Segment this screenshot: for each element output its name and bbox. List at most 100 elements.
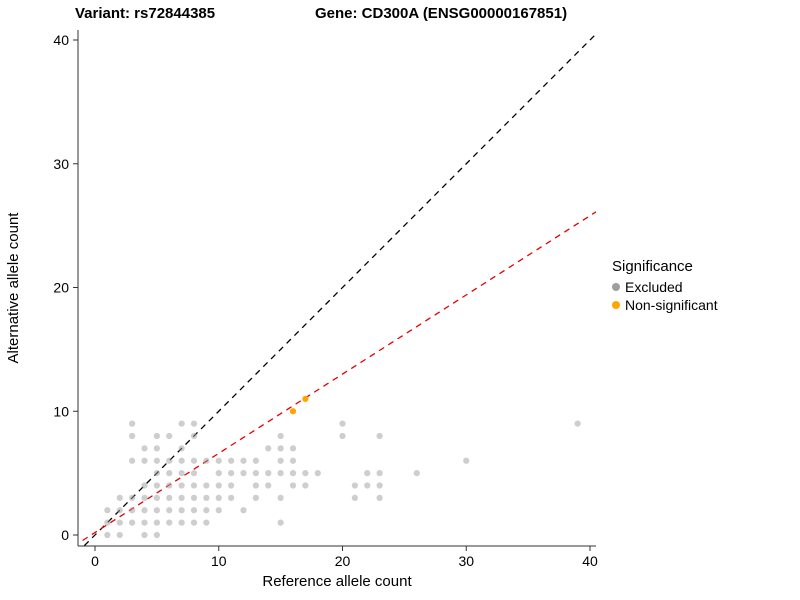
y-tick-label: 10	[53, 403, 69, 419]
y-tick-label: 40	[53, 32, 69, 48]
x-tick-label: 20	[335, 553, 351, 569]
scatter-point-excluded	[141, 457, 148, 464]
scatter-point-excluded	[178, 470, 185, 477]
scatter-point-excluded	[190, 470, 198, 477]
scatter-point-excluded	[289, 457, 297, 464]
scatter-point-excluded	[215, 457, 222, 464]
legend-label-excluded: Excluded	[625, 279, 683, 295]
y-tick-label: 30	[53, 156, 69, 172]
scatter-point-excluded	[178, 457, 185, 464]
scatter-point-excluded	[314, 470, 321, 477]
x-tick-label: 10	[211, 553, 227, 569]
scatter-point-excluded	[153, 457, 160, 464]
scatter-point-excluded	[240, 457, 247, 464]
scatter-point-excluded	[141, 507, 148, 514]
scatter-point-excluded	[252, 494, 259, 501]
scatter-point-excluded	[166, 482, 173, 489]
scatter-point-excluded	[116, 519, 123, 526]
scatter-point-excluded	[141, 445, 148, 452]
scatter-point-excluded	[277, 519, 284, 526]
scatter-point-excluded	[240, 470, 247, 477]
scatter-point-excluded	[265, 482, 272, 489]
scatter-point-excluded	[153, 507, 160, 514]
scatter-point-excluded	[104, 519, 111, 526]
reference-lines-layer	[78, 33, 596, 546]
scatter-point-excluded	[277, 457, 284, 464]
scatter-point-excluded	[141, 482, 148, 489]
scatter-point-excluded	[265, 445, 272, 452]
scatter-point-excluded	[166, 432, 173, 440]
scatter-point-excluded	[190, 457, 198, 464]
scatter-point-excluded	[364, 470, 371, 477]
scatter-point-excluded	[153, 494, 160, 501]
scatter-point-excluded	[166, 494, 173, 501]
scatter-point-excluded	[376, 432, 383, 440]
scatter-point-non-significant	[289, 408, 297, 415]
scatter-point-excluded	[129, 507, 136, 514]
scatter-point-excluded	[178, 420, 185, 427]
regression-line	[78, 211, 596, 545]
legend-swatch-excluded-icon	[612, 283, 620, 291]
scatter-point-excluded	[203, 494, 210, 501]
scatter-point-excluded	[129, 494, 136, 501]
y-axis-title: Alternative allele count	[5, 212, 22, 364]
legend-item-non-significant: Non-significant	[612, 297, 718, 313]
x-axis-title: Reference allele count	[262, 573, 412, 590]
scatter-point-excluded	[166, 507, 173, 514]
legend: Significance Excluded Non-significant	[612, 258, 718, 315]
scatter-point-excluded	[252, 457, 259, 464]
scatter-point-excluded	[203, 519, 210, 526]
x-tick-label: 30	[458, 553, 474, 569]
scatter-point-excluded	[153, 531, 160, 539]
scatter-point-excluded	[574, 420, 581, 427]
scatter-point-excluded	[153, 482, 160, 489]
scatter-point-excluded	[153, 432, 160, 440]
axis-ticks-layer: 0 10 20 30 40 0 10 20 30 40	[53, 32, 598, 569]
scatter-point-excluded	[190, 420, 198, 427]
scatter-point-excluded	[190, 432, 198, 440]
scatter-point-excluded	[129, 457, 136, 464]
scatter-point-excluded	[178, 519, 185, 526]
y-tick-label: 20	[53, 280, 69, 296]
scatter-point-excluded	[228, 470, 235, 477]
scatter-point-excluded	[190, 482, 198, 489]
scatter-point-excluded	[116, 494, 123, 501]
scatter-point-excluded	[215, 482, 222, 489]
scatter-point-excluded	[141, 519, 148, 526]
x-tick-label: 0	[91, 553, 99, 569]
scatter-point-excluded	[178, 482, 185, 489]
identity-line	[83, 33, 596, 546]
scatter-point-excluded	[252, 470, 259, 477]
scatter-point-excluded	[104, 507, 111, 514]
scatter-point-excluded	[351, 482, 358, 489]
scatter-point-excluded	[351, 494, 358, 501]
scatter-point-excluded	[178, 507, 185, 514]
scatter-point-excluded	[203, 457, 210, 464]
scatter-point-excluded	[153, 445, 160, 452]
scatter-point-excluded	[228, 494, 235, 501]
scatter-point-excluded	[376, 482, 383, 489]
scatter-point-excluded	[178, 494, 185, 501]
scatter-point-excluded	[141, 531, 148, 539]
legend-swatch-non-significant-icon	[612, 301, 620, 309]
scatter-point-excluded	[240, 507, 247, 514]
scatter-point-excluded	[339, 432, 346, 440]
scatter-point-excluded	[463, 457, 470, 464]
scatter-point-excluded	[166, 470, 173, 477]
scatter-point-excluded	[277, 432, 284, 440]
scatter-point-excluded	[141, 494, 148, 501]
scatter-point-excluded	[190, 494, 198, 501]
chart-title-gene: Gene: CD300A (ENSG00000167851)	[315, 5, 568, 22]
chart-title-variant: Variant: rs72844385	[75, 5, 216, 22]
x-tick-label: 40	[582, 553, 598, 569]
legend-title: Significance	[612, 258, 693, 275]
scatter-point-excluded	[252, 482, 259, 489]
scatter-point-excluded	[215, 494, 222, 501]
scatter-point-excluded	[190, 507, 198, 514]
scatter-point-excluded	[413, 470, 420, 477]
scatter-point-excluded	[215, 470, 222, 477]
scatter-point-excluded	[289, 445, 297, 452]
scatter-point-excluded	[364, 482, 371, 489]
y-tick-label: 0	[61, 527, 69, 543]
